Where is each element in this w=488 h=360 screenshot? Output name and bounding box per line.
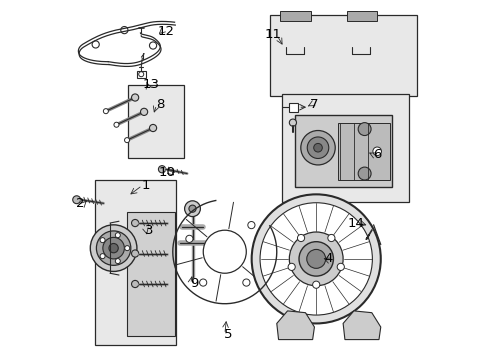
Circle shape	[247, 221, 254, 229]
Bar	[337, 123, 389, 180]
Text: 13: 13	[142, 78, 160, 91]
Circle shape	[114, 122, 119, 127]
Text: 1: 1	[142, 179, 150, 192]
Circle shape	[289, 232, 343, 286]
Text: 7: 7	[309, 98, 318, 111]
Circle shape	[73, 196, 81, 204]
Circle shape	[298, 242, 333, 276]
Bar	[126, 212, 174, 336]
Circle shape	[313, 143, 322, 152]
Text: 10: 10	[159, 166, 176, 179]
Polygon shape	[276, 311, 314, 339]
Circle shape	[124, 246, 129, 251]
Circle shape	[306, 249, 325, 268]
Circle shape	[188, 205, 196, 212]
Circle shape	[372, 147, 381, 156]
Circle shape	[100, 238, 105, 243]
Text: 3: 3	[145, 224, 153, 237]
Circle shape	[242, 279, 249, 286]
Circle shape	[289, 119, 296, 126]
Circle shape	[90, 225, 137, 271]
Bar	[128, 85, 183, 158]
Circle shape	[312, 281, 319, 288]
Circle shape	[300, 131, 335, 165]
Circle shape	[109, 243, 118, 253]
Circle shape	[102, 237, 124, 259]
Circle shape	[260, 203, 372, 315]
Circle shape	[306, 137, 328, 158]
Circle shape	[92, 41, 99, 48]
Circle shape	[185, 235, 193, 242]
Text: 5: 5	[224, 328, 232, 341]
Circle shape	[251, 194, 380, 323]
Bar	[346, 12, 376, 21]
Circle shape	[131, 94, 139, 101]
Text: 4: 4	[324, 252, 332, 265]
Circle shape	[203, 230, 246, 273]
Circle shape	[100, 254, 105, 258]
Circle shape	[297, 234, 304, 242]
Circle shape	[149, 125, 156, 132]
Circle shape	[357, 167, 370, 180]
Polygon shape	[343, 311, 380, 339]
Bar	[94, 180, 176, 345]
Text: 6: 6	[372, 148, 381, 161]
Circle shape	[96, 231, 131, 265]
Circle shape	[121, 27, 128, 34]
Circle shape	[327, 234, 334, 242]
Bar	[269, 15, 416, 96]
Circle shape	[184, 201, 200, 217]
Circle shape	[131, 280, 139, 288]
Circle shape	[287, 263, 295, 270]
Circle shape	[337, 263, 344, 270]
Text: 2: 2	[76, 197, 85, 210]
Bar	[280, 12, 310, 21]
Circle shape	[149, 42, 156, 49]
Circle shape	[115, 258, 120, 264]
Circle shape	[199, 279, 206, 286]
Text: 12: 12	[157, 25, 174, 38]
Circle shape	[158, 166, 165, 173]
Bar	[289, 103, 298, 112]
Text: 11: 11	[264, 28, 281, 41]
Text: 8: 8	[156, 98, 164, 111]
Circle shape	[131, 220, 139, 226]
Circle shape	[357, 123, 370, 135]
Circle shape	[115, 233, 120, 238]
Text: 9: 9	[190, 278, 198, 291]
Bar	[282, 94, 408, 202]
Circle shape	[124, 138, 129, 143]
Circle shape	[140, 108, 147, 116]
Text: 14: 14	[346, 216, 364, 230]
Circle shape	[131, 250, 139, 257]
Bar	[137, 71, 145, 78]
Bar	[294, 116, 391, 187]
Circle shape	[139, 72, 143, 77]
Circle shape	[103, 109, 108, 114]
